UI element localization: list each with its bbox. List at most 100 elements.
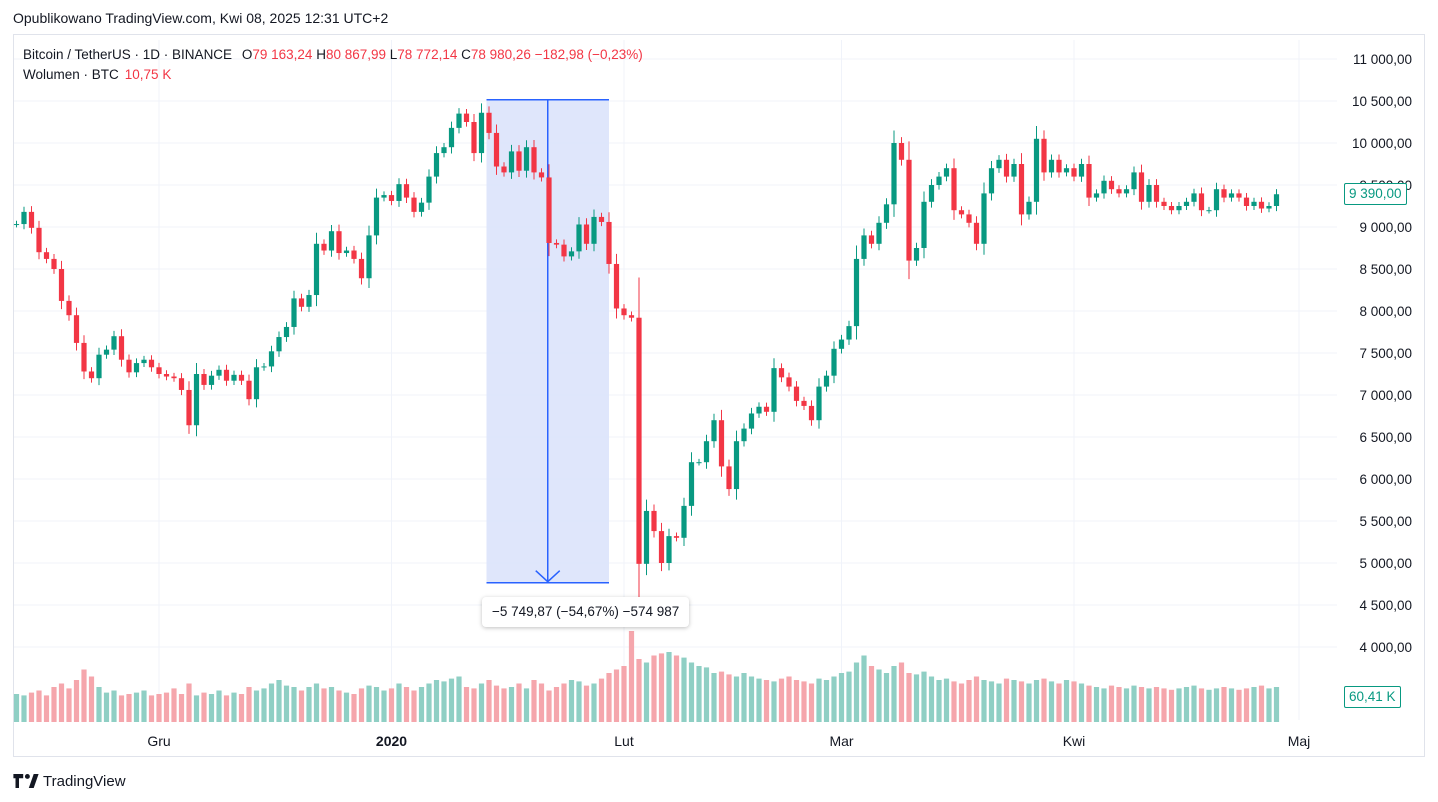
volume-bar bbox=[403, 687, 410, 722]
volume-bar bbox=[88, 676, 95, 722]
volume-bar bbox=[411, 690, 417, 722]
volume-bar bbox=[1251, 687, 1257, 722]
volume-bar bbox=[621, 666, 627, 722]
volume-bar bbox=[351, 694, 357, 722]
low-value: 78 772,14 bbox=[397, 47, 458, 62]
volume-bar bbox=[103, 692, 110, 722]
candle-body bbox=[531, 147, 537, 173]
volume-bar bbox=[531, 680, 537, 722]
candle-body bbox=[358, 258, 365, 279]
volume-bar bbox=[343, 692, 350, 722]
volume-bar bbox=[441, 681, 447, 722]
symbol-label[interactable]: Bitcoin / TetherUS · 1D · BINANCE bbox=[23, 47, 233, 62]
candle-body bbox=[898, 143, 905, 160]
candle-body bbox=[936, 176, 942, 185]
tradingview-logo[interactable]: TradingView bbox=[13, 771, 126, 791]
volume-bar bbox=[778, 678, 785, 722]
volume-bar bbox=[433, 680, 440, 722]
volume-value: 10,75 K bbox=[124, 67, 172, 82]
volume-bar bbox=[583, 685, 590, 722]
volume-bar bbox=[223, 695, 230, 722]
volume-bar bbox=[298, 690, 305, 722]
time-axis: Gru2020LutMarKwiMajCzeLip bbox=[147, 733, 1310, 749]
candle-body bbox=[651, 510, 657, 532]
volume-bar bbox=[396, 683, 402, 722]
candle-body bbox=[748, 413, 755, 429]
volume-bar bbox=[733, 676, 740, 722]
volume-bar bbox=[1071, 681, 1077, 722]
candle-body bbox=[28, 211, 35, 228]
candle-body bbox=[621, 308, 627, 316]
candle-body bbox=[883, 204, 890, 223]
candle-body bbox=[673, 536, 680, 538]
candle-body bbox=[1153, 185, 1160, 202]
candle-body bbox=[981, 193, 987, 244]
candle-body bbox=[801, 400, 807, 406]
candle-body bbox=[598, 216, 605, 222]
candle-body bbox=[246, 380, 252, 400]
price-axis: 4 000,00 4 500,00 5 000,00 5 500,00 6 000,00… bbox=[1352, 52, 1412, 655]
price-tick-label: 5 000,00 bbox=[1359, 556, 1412, 571]
volume-bar bbox=[328, 687, 335, 722]
volume-badge: 60,41 K bbox=[1344, 686, 1401, 708]
volume-bar bbox=[688, 662, 695, 722]
candle-body bbox=[853, 258, 860, 327]
candle-body bbox=[1086, 164, 1092, 198]
candle-body bbox=[418, 202, 425, 212]
volume-bar bbox=[958, 683, 965, 722]
candle-body bbox=[838, 339, 845, 349]
volume-bar bbox=[1026, 683, 1032, 722]
candle-body bbox=[1228, 193, 1235, 198]
candle-body bbox=[1168, 206, 1175, 211]
candle-body bbox=[238, 374, 245, 381]
candle-body bbox=[508, 151, 515, 173]
volume-bar bbox=[141, 690, 147, 722]
candle-body bbox=[231, 374, 237, 381]
candle-body bbox=[268, 351, 275, 367]
candle-body bbox=[478, 112, 485, 154]
candle-body bbox=[823, 375, 830, 387]
candle-body bbox=[606, 221, 612, 264]
time-tick-label: Gru bbox=[147, 733, 170, 749]
volume-bar bbox=[658, 653, 665, 722]
volume-label[interactable]: Wolumen · BTC bbox=[23, 67, 119, 82]
volume-bar bbox=[336, 690, 342, 722]
volume-bar bbox=[43, 695, 50, 722]
candle-body bbox=[1116, 189, 1122, 194]
volume-bar bbox=[1033, 680, 1040, 722]
volume-bar bbox=[553, 687, 560, 722]
volume-bar bbox=[816, 678, 822, 722]
volume-bar bbox=[1236, 689, 1242, 722]
price-tick-label: 4 000,00 bbox=[1359, 640, 1412, 655]
volume-bar bbox=[1093, 687, 1100, 722]
candle-body bbox=[1011, 164, 1017, 177]
price-tick-label: 11 000,00 bbox=[1353, 52, 1412, 67]
time-tick-label: Lut bbox=[614, 733, 634, 749]
volume-bar bbox=[801, 681, 807, 722]
volume-bar bbox=[973, 676, 980, 722]
volume-bar bbox=[928, 676, 935, 722]
volume-bar bbox=[321, 688, 327, 722]
close-value: 78 980,26 bbox=[470, 47, 531, 62]
candle-body bbox=[1071, 168, 1077, 177]
volume-bar bbox=[876, 669, 882, 722]
candle-body bbox=[291, 298, 297, 327]
time-tick-label: Mar bbox=[829, 733, 853, 749]
volume-bar bbox=[58, 683, 65, 722]
volume-bar bbox=[1138, 687, 1145, 722]
volume-bar bbox=[171, 688, 177, 722]
candle-body bbox=[793, 386, 800, 401]
candle-body bbox=[36, 227, 42, 253]
candle-body bbox=[96, 354, 102, 379]
candle-body bbox=[43, 252, 50, 259]
candle-body bbox=[1003, 159, 1010, 177]
volume-bar bbox=[1191, 685, 1197, 722]
volume-bar bbox=[606, 673, 612, 722]
volume-bar bbox=[163, 692, 170, 722]
volume-bar bbox=[201, 692, 207, 722]
volume-bar bbox=[1131, 685, 1137, 722]
volume-bar bbox=[1161, 688, 1167, 722]
published-caption: Opublikowano TradingView.com, Kwi 08, 20… bbox=[13, 10, 389, 26]
candle-body bbox=[733, 441, 740, 490]
